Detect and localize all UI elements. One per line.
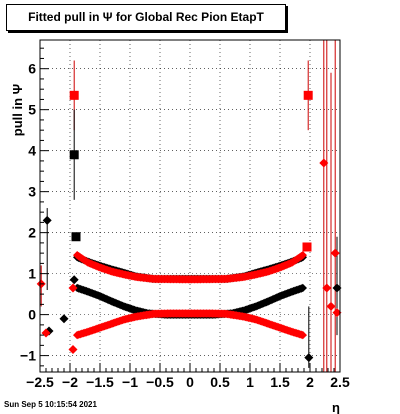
data-points bbox=[36, 90, 342, 363]
diamond-marker bbox=[332, 283, 342, 293]
y-tick-label: 5 bbox=[28, 102, 36, 118]
diamond-marker bbox=[298, 250, 307, 260]
timestamp: Sun Sep 5 10:15:54 2021 bbox=[4, 400, 97, 409]
diamond-marker bbox=[42, 215, 52, 225]
diamond-marker bbox=[322, 283, 332, 293]
y-tick-label: 1 bbox=[28, 266, 36, 282]
diamond-marker bbox=[330, 248, 340, 258]
x-tick-label: 0 bbox=[186, 374, 194, 390]
y-tick-label: 3 bbox=[28, 184, 36, 200]
x-tick-label: −2.5 bbox=[26, 374, 54, 390]
y-tick-label: −1 bbox=[20, 348, 36, 364]
x-tick-label: 1 bbox=[246, 374, 254, 390]
y-tick-label: 0 bbox=[28, 307, 36, 323]
x-tick-label: 0.5 bbox=[210, 374, 230, 390]
x-tick-label: −1 bbox=[122, 374, 138, 390]
x-tick-label: 1.5 bbox=[270, 374, 290, 390]
square-marker bbox=[69, 90, 79, 100]
diamond-marker bbox=[326, 301, 336, 311]
plot-frame bbox=[39, 39, 341, 373]
x-tick-label: 2.5 bbox=[330, 374, 350, 390]
y-tick-label: 4 bbox=[28, 143, 36, 159]
diamond-marker bbox=[298, 283, 307, 293]
y-tick-label: 6 bbox=[28, 61, 36, 77]
diamond-marker bbox=[59, 314, 69, 324]
diamond-marker bbox=[332, 308, 342, 318]
diamond-marker bbox=[69, 275, 79, 285]
square-marker bbox=[303, 90, 313, 100]
grid bbox=[39, 40, 341, 372]
diamond-marker bbox=[68, 344, 78, 354]
y-axis-label: pull in Ψ bbox=[10, 84, 25, 136]
diamond-marker bbox=[304, 353, 314, 363]
chart-title: Fitted pull in Ψ for Global Rec Pion Eta… bbox=[6, 4, 286, 31]
y-tick-label: 2 bbox=[28, 225, 36, 241]
x-tick-label: −1.5 bbox=[86, 374, 114, 390]
diamond-marker bbox=[319, 158, 329, 168]
square-marker bbox=[71, 232, 81, 242]
diamond-marker bbox=[68, 283, 78, 293]
square-marker bbox=[302, 242, 312, 252]
x-tick-label: 2 bbox=[306, 374, 314, 390]
diamond-marker bbox=[298, 330, 307, 340]
x-tick-label: −2 bbox=[62, 374, 78, 390]
square-marker bbox=[69, 150, 79, 160]
x-axis-label: η bbox=[332, 400, 340, 414]
x-tick-label: −0.5 bbox=[146, 374, 174, 390]
axis-ticks: −2.5 −2 −1.5 −1 −0.5 0 0.5 1 1.5 2 2.5 −1 0 1 2 3 4 5 6 bbox=[20, 47, 350, 390]
error-bars bbox=[40, 40, 338, 372]
